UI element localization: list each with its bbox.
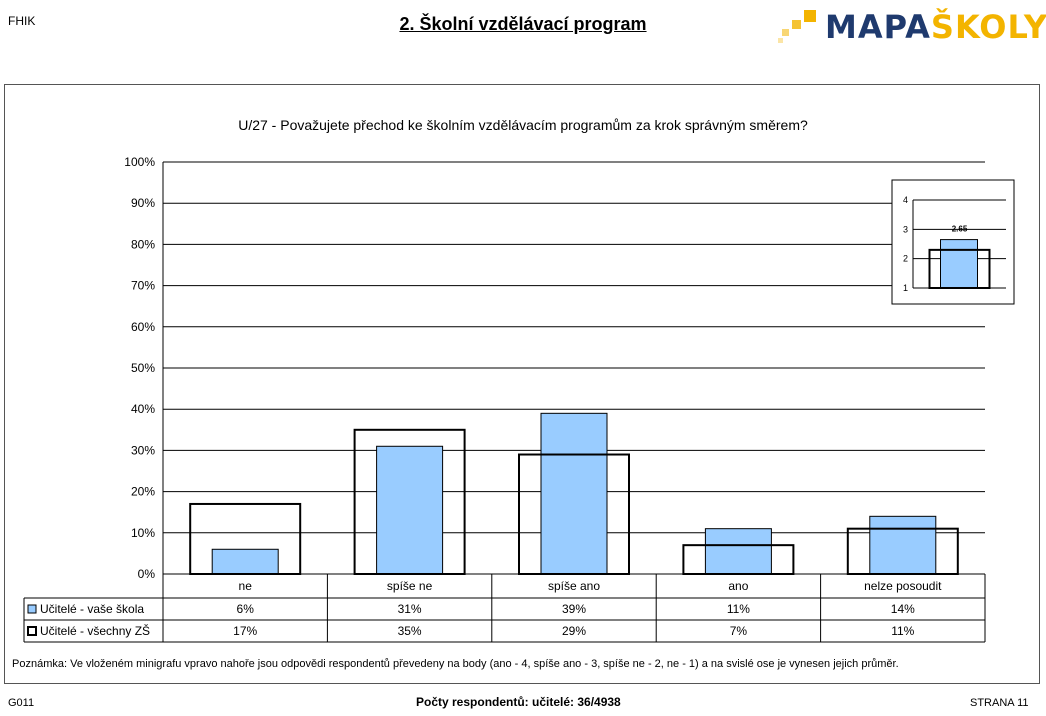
data-label-vase-skola: 14% xyxy=(891,602,915,616)
y-tick-label: 70% xyxy=(131,279,155,293)
legend-swatch-vsechny-zs xyxy=(27,626,37,636)
bar-vase-skola xyxy=(540,412,608,575)
data-label-vase-skola: 31% xyxy=(398,602,422,616)
category-label: spíše ne xyxy=(387,579,433,593)
y-tick-label: 30% xyxy=(131,443,155,457)
mini-y-tick-label: 2 xyxy=(903,254,908,264)
data-label-vsechny-zs: 35% xyxy=(398,624,422,638)
report-code: FHIK xyxy=(8,14,36,28)
bar-vase-skola xyxy=(704,528,772,575)
logo-square xyxy=(778,38,783,43)
mini-y-tick-label: 4 xyxy=(903,195,908,205)
y-tick-label: 50% xyxy=(131,361,155,375)
y-tick-label: 60% xyxy=(131,320,155,334)
logo-square xyxy=(792,20,801,29)
logo-text-part1: MAPA xyxy=(825,8,931,46)
data-label-vsechny-zs: 11% xyxy=(891,624,914,638)
mini-y-tick-label: 1 xyxy=(903,283,908,293)
data-label-vase-skola: 11% xyxy=(727,602,750,616)
respondent-count: Počty respondentů: učitelé: 36/4938 xyxy=(416,695,621,709)
mini-data-label: 2.65 xyxy=(952,225,968,234)
chart-frame xyxy=(4,84,1040,684)
data-label-vsechny-zs: 7% xyxy=(730,624,748,638)
logo-text-part2: ŠKOLY xyxy=(930,8,1046,46)
y-tick-label: 10% xyxy=(131,526,155,540)
logo-text: MAPAŠKOLY xyxy=(825,8,1046,46)
data-label-vase-skola: 39% xyxy=(562,602,586,616)
logo-square xyxy=(782,29,789,36)
data-label-vsechny-zs: 17% xyxy=(233,624,257,638)
footer-code: G011 xyxy=(8,697,35,709)
y-tick-label: 40% xyxy=(131,402,155,416)
mini-bar-vsechny-zs xyxy=(928,248,991,290)
y-tick-label: 100% xyxy=(124,155,155,169)
y-tick-label: 90% xyxy=(131,196,155,210)
category-label: spíše ano xyxy=(548,579,600,593)
data-label-vase-skola: 6% xyxy=(237,602,255,616)
category-label: ano xyxy=(728,579,748,593)
y-tick-label: 20% xyxy=(131,485,155,499)
bar-vase-skola xyxy=(869,515,937,575)
page-title: 2. Školní vzdělávací program xyxy=(399,14,647,34)
legend-label-vase-skola: Učitelé - vaše škola xyxy=(40,602,144,616)
legend-label-vsechny-zs: Učitelé - všechny ZŠ xyxy=(40,623,150,638)
page-number: STRANA 11 xyxy=(970,697,1029,709)
chart-title: U/27 - Považujete přechod ke školním vzd… xyxy=(238,117,808,133)
legend-swatch-vase-skola xyxy=(27,604,37,614)
category-label: ne xyxy=(239,579,253,593)
data-label-vsechny-zs: 29% xyxy=(562,624,586,638)
bar-vase-skola xyxy=(211,548,279,575)
mapa-skoly-logo: MAPAŠKOLY xyxy=(778,8,1046,46)
category-label: nelze posoudit xyxy=(864,579,942,593)
mini-y-tick-label: 3 xyxy=(903,224,908,234)
bar-vase-skola xyxy=(376,445,444,575)
chart-note: Poznámka: Ve vloženém minigrafu vpravo n… xyxy=(12,658,899,670)
y-tick-label: 0% xyxy=(138,567,156,581)
mini-bar-vase-skola xyxy=(940,239,978,289)
y-tick-label: 80% xyxy=(131,237,155,251)
logo-square xyxy=(804,10,816,22)
